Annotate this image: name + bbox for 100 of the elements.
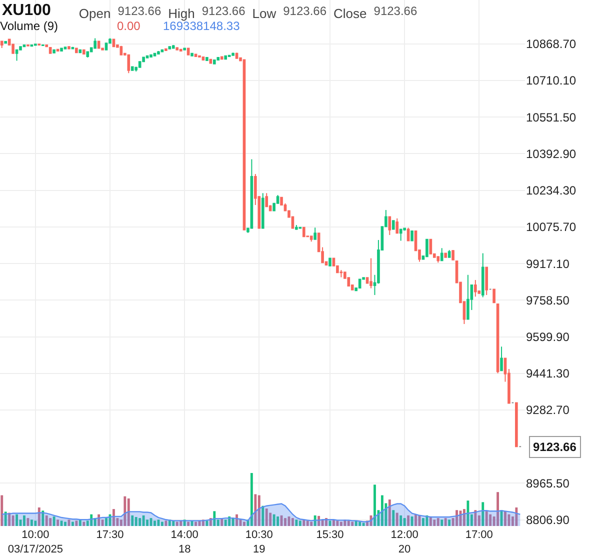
bar (474, 510, 477, 526)
bar (34, 520, 37, 526)
candlestick (64, 46, 67, 50)
candlestick (261, 192, 264, 230)
bar (228, 516, 231, 526)
bar (164, 520, 168, 526)
text: 9123.66 (533, 440, 577, 454)
annotation: 9123.66 (118, 4, 162, 18)
bar (4, 512, 7, 526)
candlestick (164, 48, 168, 52)
bar (504, 511, 506, 526)
candlestick (500, 346, 503, 372)
candlestick (120, 45, 123, 56)
bar (380, 495, 384, 526)
bar (160, 522, 164, 526)
bar (276, 516, 279, 526)
bar (206, 520, 208, 526)
bar (496, 492, 499, 526)
x-tick-label: 15:30 (316, 529, 344, 541)
bar (388, 500, 391, 526)
bar (433, 520, 436, 526)
bar (456, 510, 458, 526)
candlestick (130, 66, 134, 72)
candlestick (302, 226, 306, 238)
candlestick (26, 44, 30, 47)
candlestick (34, 43, 37, 46)
y-tick-label: 10868.70 (526, 37, 576, 52)
bar (12, 515, 14, 526)
candlestick (466, 274, 470, 320)
candlestick (485, 266, 488, 296)
bar (466, 500, 470, 526)
candlestick (52, 48, 56, 54)
x-tick-label: 10:00 03/17/2025 (8, 529, 63, 556)
bar (194, 522, 197, 526)
bar (414, 514, 417, 526)
bar (78, 520, 82, 526)
bar (400, 515, 402, 526)
annotation: Volume (9) (0, 19, 58, 33)
bar (448, 520, 451, 526)
bar (105, 518, 108, 526)
candlestick (410, 230, 414, 242)
candlestick (474, 279, 477, 298)
candlestick (265, 192, 268, 208)
bar (56, 520, 60, 526)
candlestick (4, 40, 8, 44)
candlestick (179, 48, 182, 52)
bar (30, 520, 33, 526)
candlestick (515, 402, 518, 448)
bar (38, 507, 40, 526)
bar (291, 518, 294, 526)
bar (463, 509, 466, 526)
candlestick (426, 238, 428, 258)
bar (138, 518, 142, 526)
bar (436, 518, 440, 526)
annotation: Low (252, 6, 276, 21)
bar (250, 473, 253, 526)
candlestick (452, 249, 454, 260)
bar (124, 496, 126, 526)
candlestick (310, 235, 313, 242)
bar (336, 520, 339, 526)
candlestick (328, 257, 332, 267)
y-tick-label: 10075.70 (526, 220, 576, 234)
bar (127, 498, 130, 526)
bar (131, 515, 134, 526)
candlestick (82, 48, 86, 55)
bar (444, 518, 447, 526)
candlestick (216, 56, 220, 61)
bar (396, 512, 398, 526)
candlestick (314, 227, 316, 240)
chart-title: XU100 (2, 2, 51, 20)
y-tick-label: 8806.90 (526, 512, 570, 527)
y-tick-label: 9599.90 (526, 330, 570, 344)
bar (224, 520, 227, 526)
candlestick (48, 46, 52, 54)
bar (284, 518, 286, 526)
y-tick-label: 9758.50 (526, 293, 570, 308)
bar (75, 520, 78, 526)
x-tick-label: 17:30 (96, 529, 124, 541)
bar (52, 516, 56, 526)
y-tick-label: 10392.90 (526, 146, 576, 161)
bar (295, 520, 298, 526)
candlestick (138, 60, 142, 68)
bar (440, 520, 444, 526)
bar (422, 518, 424, 526)
bar (134, 516, 138, 526)
bar (485, 511, 488, 526)
annotation: 9123.66 (202, 4, 246, 18)
candlestick (45, 44, 48, 48)
candlestick (206, 56, 208, 61)
candlestick (340, 270, 343, 278)
bar (146, 520, 148, 526)
bar (515, 507, 518, 526)
bar (72, 522, 74, 526)
candlestick (396, 218, 399, 234)
candlestick (220, 56, 224, 60)
candlestick (15, 49, 18, 62)
candlestick (370, 258, 372, 289)
bar (45, 515, 48, 526)
candlestick (392, 220, 395, 230)
bar (403, 518, 406, 526)
